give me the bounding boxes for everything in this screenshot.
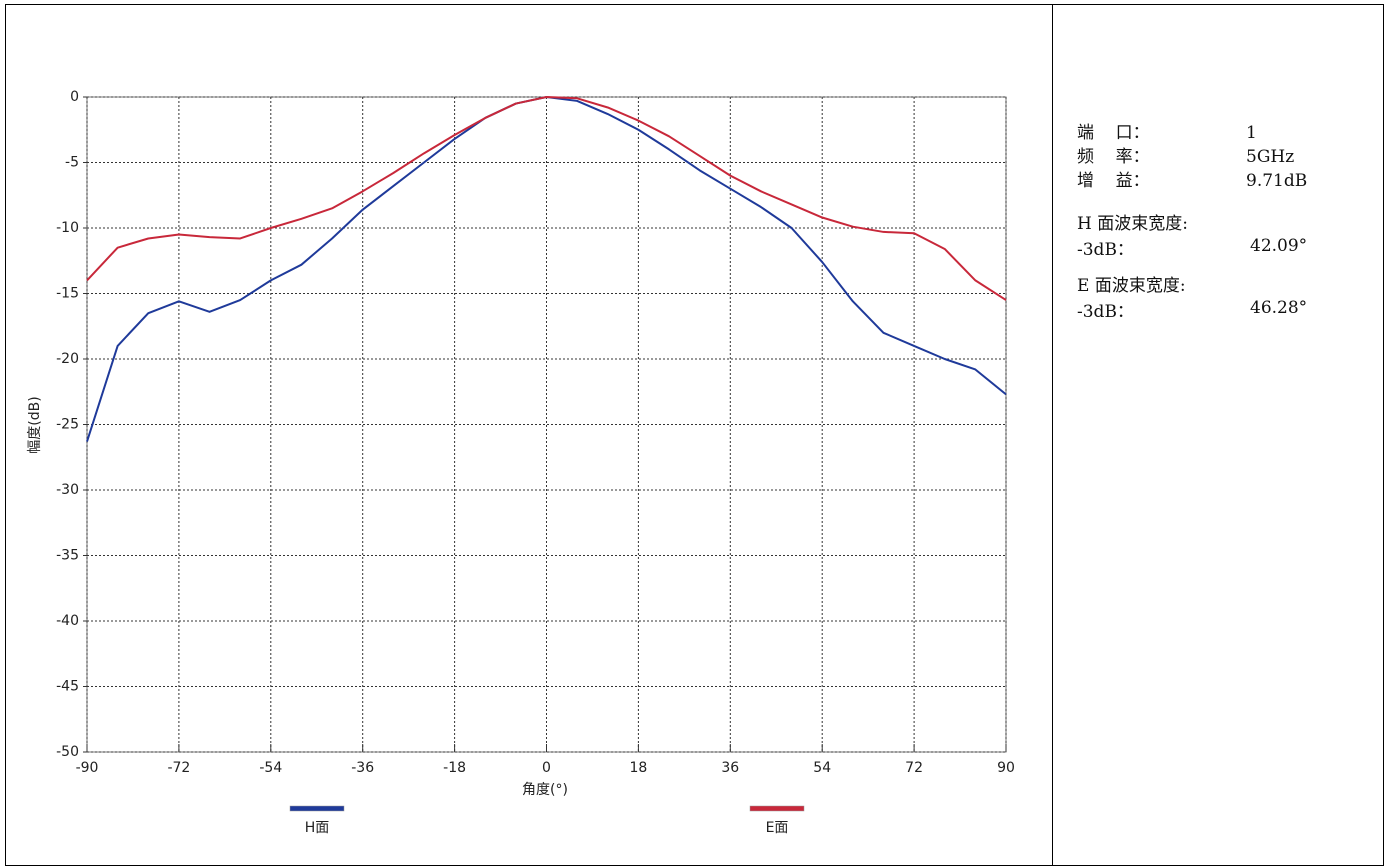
x-tick-label: -72 — [167, 760, 190, 776]
y-tick-label: -30 — [56, 482, 79, 498]
beam-sub: -3dB： — [1077, 302, 1134, 322]
y-tick-label: -45 — [56, 679, 79, 695]
beam-title: E 面波束宽度: — [1077, 276, 1186, 296]
x-axis-label: 角度(°) — [522, 782, 568, 798]
divider — [1052, 4, 1053, 866]
x-tick-label: 90 — [997, 760, 1015, 776]
x-tick-label: -90 — [76, 760, 99, 776]
x-tick-label: 72 — [905, 760, 923, 776]
y-tick-label: -50 — [56, 744, 79, 760]
y-tick-label: -10 — [56, 220, 79, 236]
legend-label: H面 — [305, 820, 330, 836]
y-tick-label: 0 — [70, 89, 79, 105]
x-tick-label: -36 — [351, 760, 374, 776]
legend-label: E面 — [766, 820, 789, 836]
info-value: 5GHz — [1246, 147, 1295, 167]
info-value: 1 — [1246, 123, 1257, 143]
beam-value: 42.09° — [1250, 236, 1308, 256]
beam-sub: -3dB： — [1077, 240, 1134, 260]
chart: 角度(°) 幅度(dB) 0 -5 -10 -15 -20 -25 -30 -35 -40 -45… — [27, 89, 1015, 836]
y-tick-label: -5 — [65, 155, 79, 171]
legend-swatch — [289, 805, 345, 812]
info-label: 频 率： — [1077, 147, 1150, 167]
info-label: 增 益： — [1077, 171, 1150, 191]
x-tick-label: 36 — [721, 760, 739, 776]
y-tick-label: -35 — [56, 548, 79, 564]
y-tick-label: -20 — [56, 351, 79, 367]
x-tick-label: -18 — [443, 760, 466, 776]
info-value: 9.71dB — [1246, 171, 1308, 191]
y-tick-label: -15 — [56, 286, 79, 302]
series-line — [86, 96, 1007, 301]
info-label: 端 口： — [1077, 123, 1150, 143]
x-tick-label: -54 — [259, 760, 282, 776]
legend-swatch — [749, 805, 805, 812]
beam-title: H 面波束宽度: — [1077, 214, 1188, 234]
x-tick-label: 18 — [629, 760, 647, 776]
x-tick-label: 54 — [813, 760, 831, 776]
y-tick-label: -40 — [56, 613, 79, 629]
beam-value: 46.28° — [1250, 298, 1308, 318]
x-tick-label: 0 — [542, 760, 551, 776]
y-tick-label: -25 — [56, 417, 79, 433]
y-axis-label: 幅度(dB) — [27, 396, 43, 453]
frame — [5, 4, 1384, 866]
